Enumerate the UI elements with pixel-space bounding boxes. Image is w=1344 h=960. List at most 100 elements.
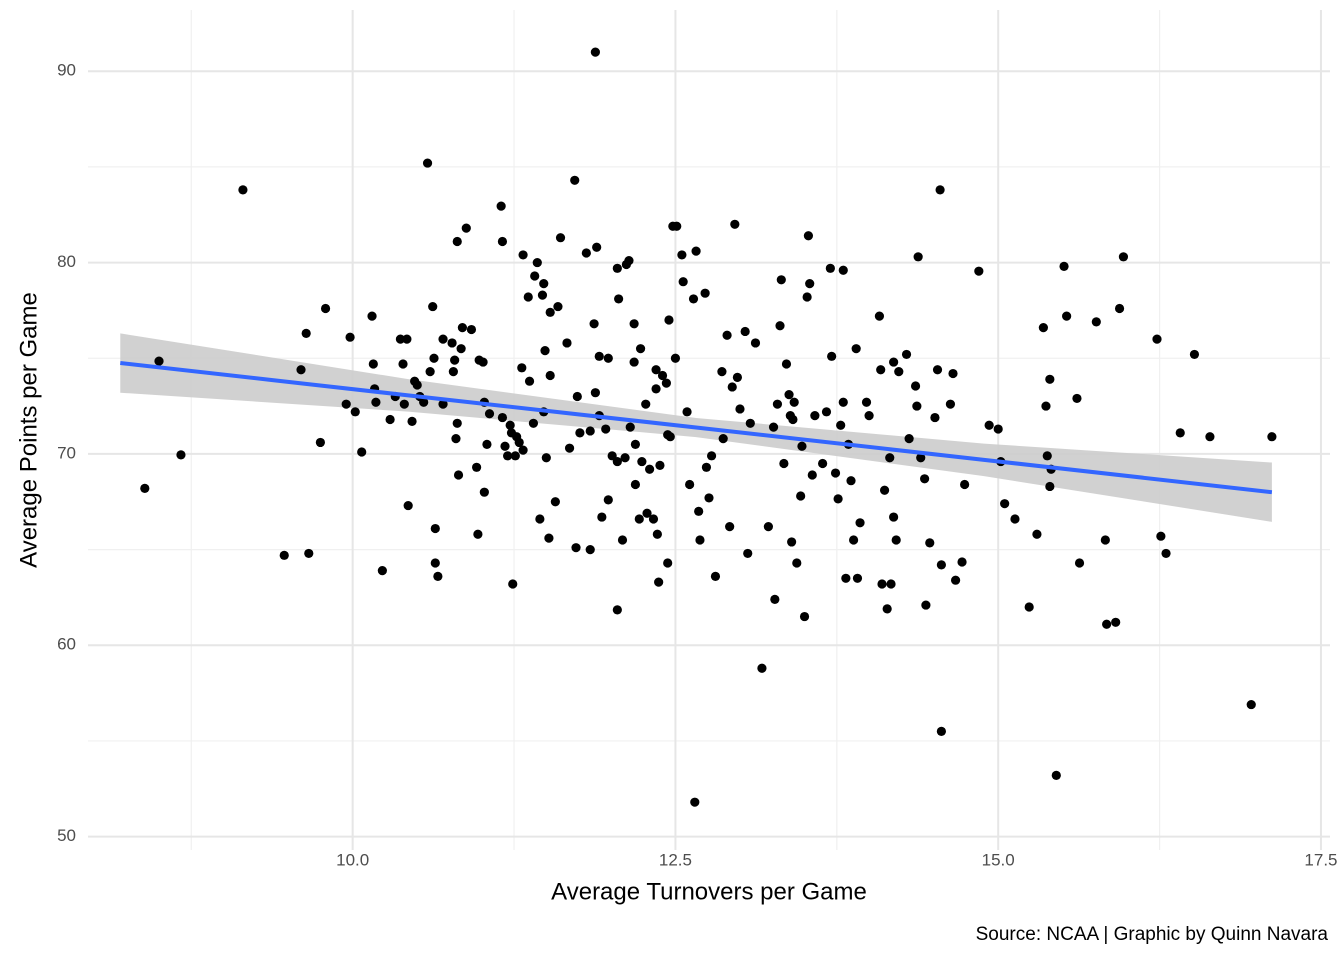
point [935,185,945,195]
point [612,456,622,467]
point [960,479,970,490]
point [722,330,732,340]
point [1038,323,1048,333]
point [904,434,914,444]
point [1246,699,1256,710]
point [612,605,622,615]
point [788,414,798,425]
point [154,356,164,366]
point [581,248,591,258]
point [585,544,595,555]
point [852,573,863,583]
point [1189,349,1200,360]
point [320,303,331,314]
point [1041,401,1051,411]
point [916,453,926,463]
point [505,420,515,430]
point [651,384,661,394]
point [993,424,1003,434]
point [625,422,635,432]
point [570,175,580,185]
point [984,420,994,430]
point [447,338,457,348]
y-tick-label: 80 [57,252,76,271]
point [429,353,439,363]
point [661,378,671,388]
point [403,500,413,511]
point [1091,317,1101,327]
point [589,319,599,329]
point [564,443,575,453]
point [784,390,794,400]
point [874,311,885,321]
point [688,294,699,304]
point [663,558,673,568]
point [508,579,518,589]
point [830,468,841,478]
point [677,250,687,260]
point [430,523,440,534]
point [368,359,378,369]
point [901,349,912,360]
point [651,365,661,375]
point [670,353,681,363]
point [395,334,406,344]
point [433,571,443,581]
point [891,535,901,545]
point [545,307,555,317]
point [402,334,412,344]
point [781,359,792,369]
point [810,411,820,421]
point [833,494,843,504]
point [518,250,528,260]
point [920,474,930,484]
point [718,434,728,444]
y-tick-label: 50 [57,826,76,845]
point [496,201,506,211]
point [768,422,779,432]
point [706,451,717,461]
point [630,479,641,490]
point [717,367,727,377]
point [770,594,780,604]
point [532,257,542,268]
point [555,233,566,243]
point [473,529,483,539]
point [1074,558,1085,568]
point [730,219,740,229]
point [385,414,395,425]
point [855,518,865,528]
point [575,428,585,438]
point [925,538,935,548]
point [672,221,682,231]
point [1114,303,1125,314]
point [802,292,812,302]
point [930,412,940,423]
point [836,420,846,430]
point [825,263,835,273]
point [1045,374,1055,384]
point [518,445,528,455]
point [750,338,761,348]
point [864,411,874,421]
point [528,418,539,428]
point [448,367,458,377]
point [537,290,548,300]
point [789,397,799,407]
point [612,263,622,273]
point [648,514,659,524]
x-axis-title: Average Turnovers per Game [551,878,867,905]
point [341,399,351,409]
point [479,487,489,497]
point [725,522,735,532]
point [523,292,533,302]
point [451,434,461,444]
point [945,399,956,409]
point [732,372,743,382]
point [629,319,639,329]
point [614,294,624,304]
point [657,370,668,381]
point [304,548,314,559]
point [497,412,508,423]
